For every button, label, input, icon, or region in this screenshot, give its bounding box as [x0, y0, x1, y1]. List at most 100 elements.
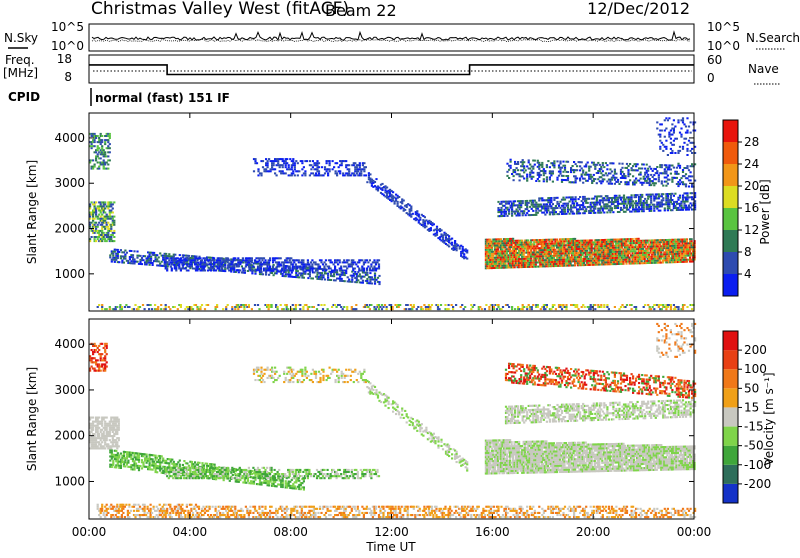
power-data-cell — [528, 304, 530, 306]
power-data-cell — [329, 170, 331, 172]
power-data-cell — [535, 202, 537, 204]
power-data-cell — [221, 257, 223, 259]
power-data-cell — [91, 201, 93, 203]
power-data-cell — [629, 259, 631, 261]
power-data-cell — [540, 210, 542, 212]
power-data-cell — [110, 228, 112, 230]
power-data-cell — [336, 270, 338, 272]
power-data-cell — [345, 166, 347, 168]
power-data-cell — [149, 264, 151, 266]
power-data-cell — [348, 168, 350, 170]
nsky-right-tick-top: 10^5 — [707, 20, 740, 34]
power-data-cell — [360, 170, 362, 172]
power-data-cell — [369, 259, 371, 261]
power-data-cell — [190, 306, 192, 308]
power-data-cell — [290, 257, 292, 259]
power-data-cell — [100, 157, 102, 159]
power-data-cell — [650, 308, 652, 310]
power-data-cell — [271, 272, 273, 274]
power-data-cell — [281, 270, 283, 272]
power-data-cell — [671, 209, 673, 211]
power-data-cell — [221, 268, 223, 270]
power-data-cell — [573, 213, 575, 215]
power-data-cell — [456, 247, 458, 249]
power-data-cell — [327, 174, 329, 176]
power-data-cell — [603, 197, 605, 199]
power-data-cell — [546, 166, 548, 168]
power-data-cell — [567, 161, 569, 163]
power-data-cell — [301, 162, 303, 164]
power-data-cell — [110, 238, 112, 240]
power-data-cell — [510, 165, 512, 167]
power-data-cell — [91, 143, 93, 145]
power-data-cell — [470, 304, 472, 306]
power-data-cell — [356, 172, 358, 174]
power-data-cell — [460, 306, 462, 308]
power-data-cell — [336, 172, 338, 174]
power-data-cell — [513, 175, 515, 177]
nsky-traces — [92, 32, 690, 42]
power-data-cell — [213, 259, 215, 261]
power-data-cell — [262, 273, 264, 275]
power-data-cell — [283, 268, 285, 270]
power-data-cell — [508, 209, 510, 211]
power-heatmap — [89, 117, 696, 310]
power-data-cell — [620, 207, 622, 209]
power-data-cell — [551, 241, 553, 243]
power-data-cell — [647, 250, 649, 252]
power-data-cell — [526, 200, 528, 202]
power-data-cell — [529, 174, 531, 176]
power-data-cell — [294, 168, 296, 170]
power-data-cell — [340, 266, 342, 268]
power-data-cell — [95, 212, 97, 214]
power-data-cell — [643, 208, 645, 210]
power-data-cell — [513, 202, 515, 204]
power-data-cell — [316, 270, 318, 272]
power-data-cell — [251, 257, 253, 259]
freq-label-line2: [MHz] — [3, 66, 38, 80]
power-data-cell — [327, 277, 329, 279]
power-data-cell — [234, 257, 236, 259]
power-data-cell — [503, 209, 505, 211]
power-data-cell — [360, 172, 362, 174]
power-data-cell — [184, 268, 186, 270]
power-data-cell — [330, 268, 332, 270]
power-data-cell — [573, 202, 575, 204]
power-data-cell — [366, 268, 368, 270]
power-data-cell — [295, 160, 297, 162]
power-data-cell — [100, 212, 102, 214]
power-data-cell — [632, 200, 634, 202]
power-data-cell — [620, 306, 622, 308]
power-data-cell — [361, 259, 363, 261]
power-data-cell — [352, 263, 354, 265]
power-data-cell — [538, 162, 540, 164]
power-data-cell — [553, 162, 555, 164]
power-data-cell — [306, 160, 308, 162]
power-data-cell — [335, 279, 337, 281]
power-data-cell — [175, 270, 177, 272]
power-data-cell — [544, 170, 546, 172]
power-data-cell — [134, 304, 136, 306]
power-data-cell — [688, 205, 690, 207]
power-data-cell — [125, 304, 127, 306]
power-data-cell — [529, 164, 531, 166]
power-data-cell — [567, 175, 569, 177]
power-data-cell — [283, 308, 285, 310]
power-data-cell — [593, 210, 595, 212]
power-data-cell — [267, 160, 269, 162]
power-data-cell — [689, 250, 691, 252]
power-data-cell — [519, 179, 521, 181]
power-data-cell — [686, 201, 688, 203]
power-data-cell — [357, 266, 359, 268]
power-data-cell — [297, 270, 299, 272]
power-data-cell — [679, 195, 681, 197]
power-data-cell — [239, 259, 241, 261]
power-data-cell — [522, 202, 524, 204]
power-data-cell — [594, 212, 596, 214]
power-data-cell — [677, 306, 679, 308]
power-data-cell — [526, 165, 528, 167]
power-data-cell — [562, 304, 564, 306]
power-data-cell — [285, 172, 287, 174]
power-data-cell — [528, 159, 530, 161]
power-data-cell — [286, 259, 288, 261]
